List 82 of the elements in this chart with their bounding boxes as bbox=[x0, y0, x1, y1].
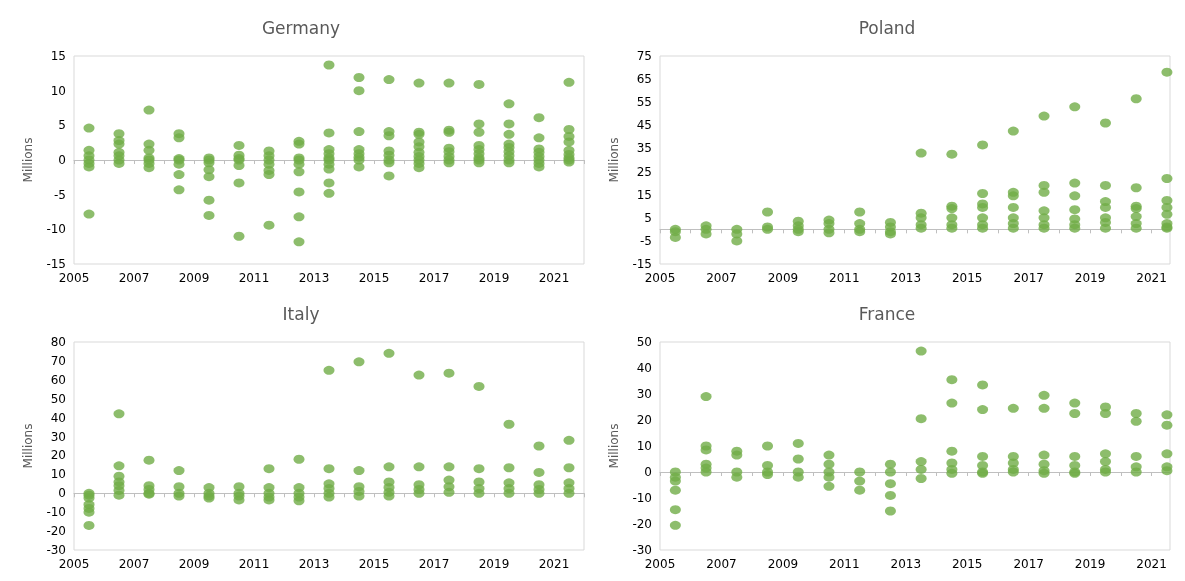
x-tick-label: 2005 bbox=[58, 557, 90, 571]
x-tick-label: 2015 bbox=[951, 557, 983, 571]
y-tick-label: -5 bbox=[640, 233, 652, 248]
x-tick-label: 2019 bbox=[1074, 557, 1106, 571]
chart-title: Poland bbox=[858, 17, 916, 38]
y-tick-label: 40 bbox=[50, 410, 66, 425]
y-tick-label: 45 bbox=[636, 118, 652, 133]
x-tick-label: 2019 bbox=[1074, 271, 1106, 285]
y-axis-title: Millions bbox=[21, 137, 35, 183]
x-tick-label: 2011 bbox=[238, 271, 270, 285]
x-tick-label: 2013 bbox=[298, 271, 330, 285]
x-tick-label: 2017 bbox=[418, 557, 450, 571]
y-tick-label: 30 bbox=[636, 387, 652, 401]
y-tick-label: 35 bbox=[636, 141, 652, 156]
x-tick-label: 2009 bbox=[767, 557, 799, 571]
x-tick-label: 2007 bbox=[706, 271, 737, 285]
x-tick-label: 2011 bbox=[829, 557, 860, 571]
x-tick-label: 2021 bbox=[538, 271, 570, 285]
y-tick-label: 0 bbox=[58, 153, 66, 167]
y-tick-label: 0 bbox=[58, 486, 66, 501]
x-tick-label: 2021 bbox=[1136, 271, 1167, 285]
y-tick-label: 10 bbox=[50, 83, 66, 98]
y-tick-label: 0 bbox=[644, 465, 652, 479]
x-tick-label: 2015 bbox=[358, 271, 390, 285]
x-tick-label: 2017 bbox=[1013, 557, 1044, 571]
x-tick-label: 2015 bbox=[951, 271, 983, 285]
x-tick-label: 2019 bbox=[478, 557, 510, 571]
y-tick-label: 5 bbox=[58, 118, 66, 133]
y-tick-label: -30 bbox=[632, 543, 652, 557]
x-tick-label: 2009 bbox=[178, 271, 210, 285]
y-tick-label: -15 bbox=[632, 257, 652, 271]
x-tick-label: 2007 bbox=[118, 557, 150, 571]
x-tick-label: 2019 bbox=[478, 271, 510, 285]
x-tick-label: 2009 bbox=[767, 271, 799, 285]
y-tick-label: 50 bbox=[50, 391, 66, 406]
y-tick-label: 50 bbox=[636, 335, 652, 349]
y-tick-label: 20 bbox=[50, 448, 66, 463]
x-tick-label: 2011 bbox=[238, 557, 270, 571]
y-tick-label: 10 bbox=[636, 439, 652, 453]
y-tick-label: -10 bbox=[632, 491, 652, 505]
x-tick-label: 2007 bbox=[118, 271, 150, 285]
y-tick-label: 60 bbox=[50, 372, 66, 387]
y-tick-label: -5 bbox=[54, 187, 66, 202]
y-tick-label: 5 bbox=[644, 210, 652, 225]
y-tick-label: 15 bbox=[636, 187, 652, 202]
x-tick-label: 2011 bbox=[829, 271, 860, 285]
y-tick-label: 25 bbox=[636, 164, 652, 179]
y-tick-label: -20 bbox=[632, 517, 652, 531]
x-tick-label: 2005 bbox=[644, 557, 676, 571]
y-tick-label: 20 bbox=[636, 413, 652, 427]
y-tick-label: 65 bbox=[636, 72, 652, 87]
y-tick-label: 70 bbox=[50, 353, 66, 368]
y-tick-label: -10 bbox=[46, 222, 66, 237]
x-tick-label: 2005 bbox=[644, 271, 676, 285]
y-tick-label: 30 bbox=[50, 429, 66, 444]
x-tick-label: 2013 bbox=[890, 557, 922, 571]
chart-title: Germany bbox=[261, 17, 341, 38]
x-tick-label: 2015 bbox=[358, 557, 390, 571]
x-tick-label: 2021 bbox=[1136, 557, 1167, 571]
x-tick-label: 2017 bbox=[1013, 271, 1044, 285]
y-tick-label: 40 bbox=[636, 361, 652, 375]
y-tick-label: 75 bbox=[636, 49, 652, 63]
y-tick-label: 15 bbox=[50, 49, 66, 63]
x-tick-label: 2007 bbox=[706, 557, 737, 571]
chart-title: Italy bbox=[282, 303, 320, 324]
y-tick-label: -15 bbox=[46, 257, 66, 271]
y-tick-label: -10 bbox=[46, 505, 66, 520]
x-tick-label: 2009 bbox=[178, 557, 210, 571]
y-tick-label: 55 bbox=[636, 95, 652, 110]
x-tick-label: 2021 bbox=[538, 557, 570, 571]
y-tick-label: -20 bbox=[46, 524, 66, 539]
y-axis-title: Millions bbox=[607, 423, 621, 469]
x-tick-label: 2005 bbox=[58, 271, 90, 285]
y-tick-label: 80 bbox=[50, 335, 66, 349]
chart-title: France bbox=[858, 303, 916, 324]
x-tick-label: 2013 bbox=[298, 557, 330, 571]
y-tick-label: -30 bbox=[46, 543, 66, 557]
y-tick-label: 10 bbox=[50, 467, 66, 482]
x-tick-label: 2013 bbox=[890, 271, 922, 285]
y-axis-title: Millions bbox=[21, 423, 35, 469]
x-tick-label: 2017 bbox=[418, 271, 450, 285]
y-axis-title: Millions bbox=[607, 137, 621, 183]
